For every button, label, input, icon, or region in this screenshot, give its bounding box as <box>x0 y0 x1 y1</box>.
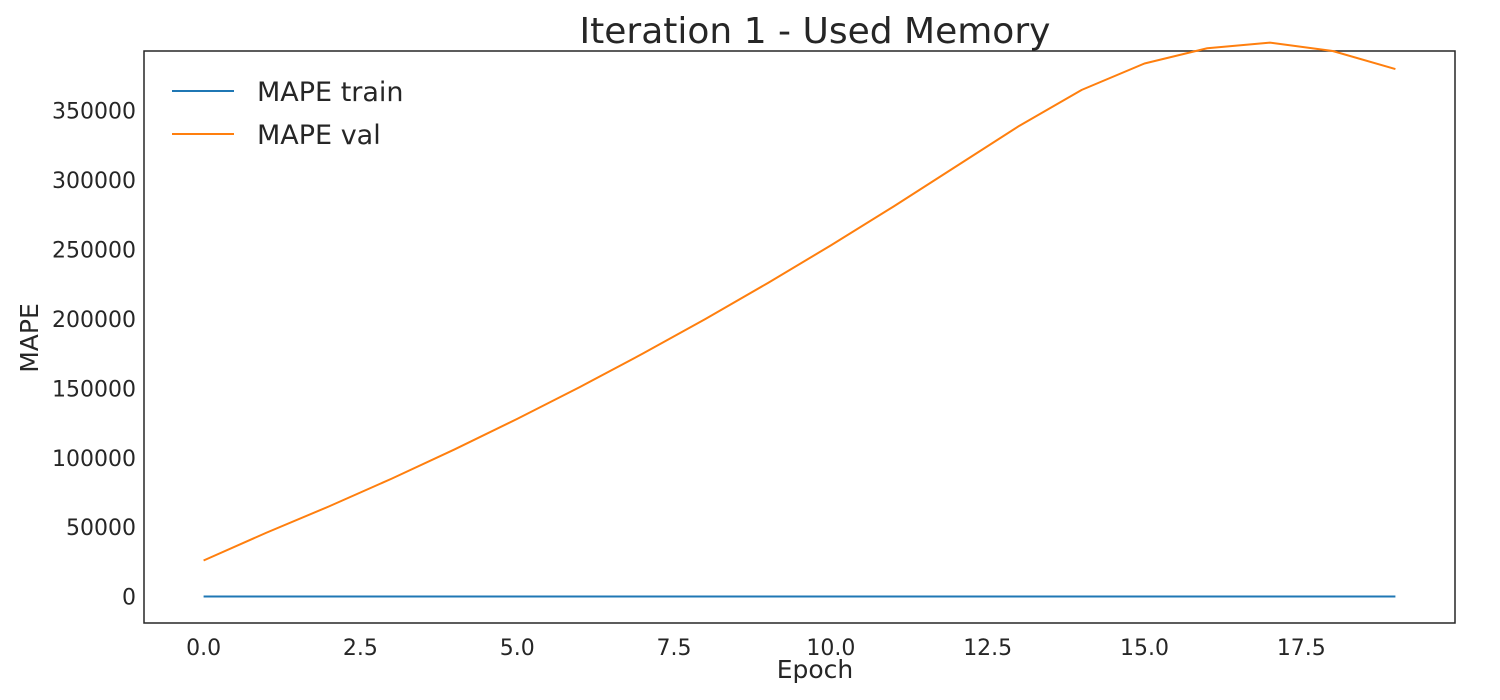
x-tick-label: 10.0 <box>806 636 855 661</box>
x-tick-label: 0.0 <box>186 636 221 661</box>
y-tick-label: 350000 <box>52 100 136 125</box>
y-tick-label: 150000 <box>52 377 136 402</box>
y-tick-label: 50000 <box>66 516 136 541</box>
y-axis-label: MAPE <box>15 303 44 373</box>
x-tick-label: 7.5 <box>657 636 692 661</box>
x-tick-label: 17.5 <box>1277 636 1326 661</box>
x-axis-ticks: 0.0 2.5 5.0 7.5 10.0 12.5 15.0 17.5 <box>186 636 1326 661</box>
series-line-1 <box>203 41 1396 562</box>
plot-frame <box>143 50 1456 624</box>
legend-label: MAPE val <box>257 120 381 151</box>
legend-label: MAPE train <box>257 77 404 108</box>
chart-title: Iteration 1 - Used Memory <box>580 11 1051 52</box>
x-tick-label: 15.0 <box>1120 636 1169 661</box>
x-axis-label: Epoch <box>777 655 854 684</box>
x-tick-label: 12.5 <box>963 636 1012 661</box>
y-tick-label: 100000 <box>52 447 136 472</box>
legend: MAPE train MAPE val <box>172 77 404 151</box>
x-tick-label: 2.5 <box>343 636 378 661</box>
y-tick-label: 0 <box>122 586 136 611</box>
y-tick-label: 300000 <box>52 169 136 194</box>
x-tick-label: 5.0 <box>500 636 535 661</box>
series-lines <box>203 41 1396 598</box>
y-tick-label: 200000 <box>52 308 136 333</box>
y-tick-label: 250000 <box>52 239 136 264</box>
y-axis-ticks: 0 50000 100000 150000 200000 250000 300000 3500… <box>52 100 136 611</box>
